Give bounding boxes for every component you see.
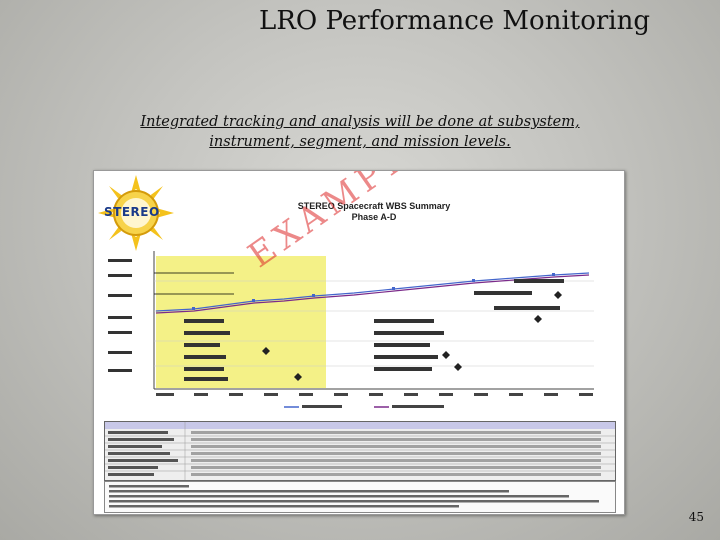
x-tick-label: [474, 393, 488, 396]
milestone-label: [514, 279, 564, 283]
slide-title: LRO Performance Monitoring: [259, 6, 650, 36]
x-tick-label: [579, 393, 593, 396]
milestone-label: [494, 306, 560, 310]
subtitle-line-2: instrument, segment, and mission levels.: [209, 134, 511, 150]
x-tick-label: [404, 393, 418, 396]
x-tick-label: [229, 393, 243, 396]
milestone-label: [184, 331, 230, 335]
series-marker: [192, 307, 195, 310]
series-marker: [312, 294, 315, 297]
milestone-diamond: [454, 363, 462, 371]
table-cell: [108, 452, 170, 455]
y-tick: [108, 369, 132, 372]
series-marker: [392, 287, 395, 290]
y-tick: [108, 294, 132, 297]
page-number: 45: [688, 510, 704, 524]
table-cell: [108, 466, 158, 469]
series-marker: [552, 273, 555, 276]
table-cell: [191, 452, 601, 455]
data-table: [104, 421, 616, 481]
table-cell: [191, 431, 601, 434]
slide-subtitle: Integrated tracking and analysis will be…: [0, 112, 720, 152]
y-tick: [108, 316, 132, 319]
x-tick-label: [264, 393, 278, 396]
milestone-label: [184, 367, 224, 371]
table-cell: [108, 473, 154, 476]
y-tick: [108, 351, 132, 354]
series-marker: [472, 279, 475, 282]
milestone-diamond: [442, 351, 450, 359]
x-tick-label: [544, 393, 558, 396]
x-tick-label: [509, 393, 523, 396]
notes-box: [104, 481, 616, 513]
y-tick: [108, 274, 132, 277]
notes-line: [109, 500, 599, 503]
table-header: [105, 422, 615, 429]
milestone-label: [374, 355, 438, 359]
table-cell: [191, 438, 601, 441]
embedded-chart-image: STEREO STEREO Spacecraft WBS Summary Pha…: [93, 170, 625, 515]
table-cell: [108, 438, 174, 441]
chart-title-line-1: STEREO Spacecraft WBS Summary: [297, 201, 451, 211]
table-cell: [108, 431, 168, 434]
x-tick-label: [334, 393, 348, 396]
table-cell: [108, 445, 162, 448]
legend-label: [392, 405, 444, 408]
table-cell: [108, 459, 178, 462]
highlight-region: [156, 256, 326, 388]
milestone-label: [374, 319, 434, 323]
notes-line: [109, 495, 569, 498]
milestone-label: [374, 331, 444, 335]
logo-text: STEREO: [104, 205, 160, 219]
wbs-chart: [108, 251, 594, 408]
milestone-diamond: [262, 347, 270, 355]
table-cell: [191, 466, 601, 469]
stereo-logo-icon: [98, 175, 174, 251]
notes-line: [109, 485, 189, 488]
series-marker: [252, 299, 255, 302]
x-tick-label: [194, 393, 208, 396]
milestone-label: [474, 291, 532, 295]
milestone-label: [374, 367, 432, 371]
notes-line: [109, 505, 459, 508]
legend-label: [302, 405, 342, 408]
milestone-label: [184, 343, 220, 347]
subtitle-line-1: Integrated tracking and analysis will be…: [140, 114, 580, 130]
chart-title: STEREO Spacecraft WBS Summary Phase A-D: [274, 201, 474, 223]
milestone-label: [184, 319, 224, 323]
x-tick-label: [369, 393, 383, 396]
chart-title-line-2: Phase A-D: [351, 212, 397, 222]
x-tick-label: [299, 393, 313, 396]
milestone-label: [184, 355, 226, 359]
series-current-plan: [155, 272, 590, 312]
table-cell: [191, 459, 601, 462]
milestone-label: [374, 343, 430, 347]
milestone-label: [184, 377, 228, 381]
milestone-diamond: [294, 373, 302, 381]
notes-line: [109, 490, 509, 493]
milestone-diamond: [554, 291, 562, 299]
x-tick-label: [439, 393, 453, 396]
y-tick: [108, 259, 132, 262]
x-tick-label: [156, 393, 174, 396]
table-cell: [191, 445, 601, 448]
table-cell: [191, 473, 601, 476]
milestone-diamond: [534, 315, 542, 323]
y-tick: [108, 331, 132, 334]
